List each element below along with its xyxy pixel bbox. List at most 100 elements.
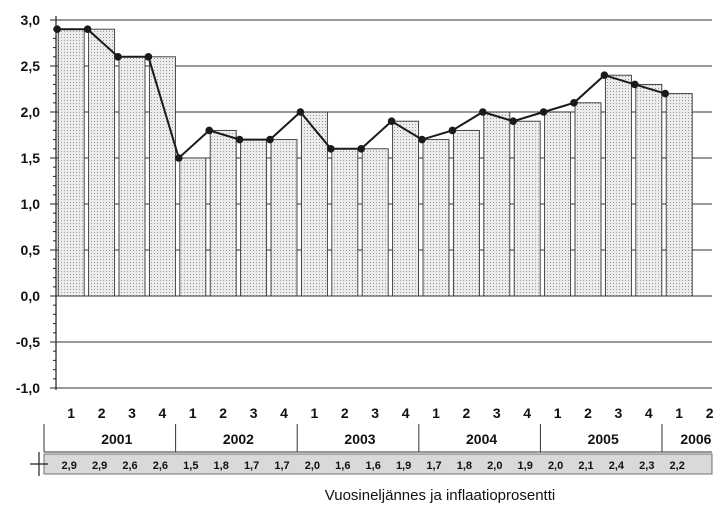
quarter-label: 3: [615, 405, 623, 421]
quarter-label: 3: [493, 405, 501, 421]
series-point: [570, 99, 578, 107]
quarter-label: 1: [67, 405, 75, 421]
value-label: 1,7: [244, 460, 259, 472]
series-point: [661, 89, 669, 98]
bar: [209, 129, 237, 297]
series-point: [357, 145, 366, 153]
value-label: 2,0: [487, 460, 502, 472]
series-point: [631, 80, 639, 89]
value-table: 2,9 2,9 2,6 2,6 1,5 1,8 1,7 1,7 2,0 1,6 1,6 1,9 1,7 1…: [30, 452, 713, 476]
series-point: [387, 117, 396, 125]
series-point: [235, 135, 244, 144]
series-point: [114, 53, 122, 61]
series-point: [266, 135, 274, 144]
series-point: [448, 126, 457, 135]
value-label: 2,6: [122, 460, 137, 472]
series-line: [57, 28, 666, 160]
quarter-label: 1: [189, 405, 197, 421]
bar: [544, 111, 572, 297]
value-label: 2,9: [92, 460, 107, 472]
bar: [665, 93, 693, 297]
quarter-label: 2: [463, 405, 471, 421]
y-tick-label: 0,0: [21, 288, 41, 304]
bar: [483, 111, 511, 297]
bar: [148, 56, 176, 297]
year-label: 2002: [223, 431, 254, 447]
quarter-label: 3: [371, 405, 379, 421]
y-tick-label: 2,0: [21, 104, 41, 120]
bar: [513, 120, 541, 297]
y-tick-label: -1,0: [16, 380, 40, 396]
quarter-label: 2: [98, 405, 106, 421]
value-label: 2,4: [609, 460, 625, 472]
value-label: 1,8: [457, 460, 472, 472]
y-tick-label: 0,5: [21, 242, 41, 258]
value-label: 2,6: [153, 460, 168, 472]
year-label: 2003: [344, 431, 375, 447]
series-point: [144, 53, 153, 61]
quarter-label: 1: [311, 405, 319, 421]
series-point: [327, 145, 335, 153]
quarter-label: 2: [584, 405, 592, 421]
bar: [118, 56, 146, 297]
series-point: [83, 25, 92, 33]
y-tick-label: -0,5: [16, 334, 40, 350]
quarter-label: 3: [128, 405, 136, 421]
x-axis: 1 2 3 4 1 2 3 4 1 2 3 4 1 2 3 4 1 2 3 4 1 2 2001 2002 2003 2004 20…: [43, 405, 714, 453]
value-label: 1,7: [426, 460, 441, 472]
quarter-label: 4: [645, 405, 653, 421]
value-label: 1,6: [335, 460, 350, 472]
bar: [179, 157, 207, 297]
value-label: 1,9: [396, 460, 411, 472]
bars: [57, 28, 693, 297]
year-label: 2001: [101, 431, 132, 447]
year-label: 2004: [466, 431, 497, 447]
value-label: 2,9: [62, 460, 77, 472]
quarter-label: 4: [523, 405, 531, 421]
series-point: [296, 108, 305, 116]
value-label: 2,1: [578, 460, 593, 472]
series-point: [539, 108, 548, 116]
quarter-label: 2: [219, 405, 227, 421]
bar: [574, 102, 602, 297]
value-label: 2,0: [305, 460, 320, 472]
series-point: [600, 71, 609, 79]
quarter-label: 4: [402, 405, 410, 421]
series-point: [509, 117, 517, 125]
quarter-label: 3: [250, 405, 258, 421]
value-label: 1,7: [274, 460, 289, 472]
value-label: 1,8: [214, 460, 229, 472]
bar: [88, 28, 116, 297]
bar: [452, 129, 480, 297]
bar: [604, 74, 632, 297]
y-axis: 3,0 2,5 2,0 1,5 1,0 0,5 0,0 -0,5 -1,0: [16, 12, 57, 396]
year-label: 2005: [588, 431, 619, 447]
bar: [300, 111, 328, 297]
quarter-label: 1: [432, 405, 440, 421]
y-tick-label: 3,0: [21, 12, 41, 28]
bar: [635, 83, 663, 297]
y-tick-label: 2,5: [21, 58, 41, 74]
value-label: 2,2: [670, 460, 685, 472]
value-label: 1,9: [518, 460, 533, 472]
bar: [361, 148, 389, 297]
bar: [57, 28, 85, 297]
bar: [331, 148, 359, 297]
bar: [392, 120, 420, 297]
series-point: [175, 154, 183, 162]
y-tick-label: 1,0: [21, 196, 41, 212]
value-label: 1,5: [183, 460, 198, 472]
x-axis-title: Vuosineljännes ja inflaatioprosentti: [325, 487, 555, 504]
line-series: [53, 25, 669, 162]
year-label: 2006: [680, 431, 711, 447]
series-point: [53, 25, 61, 33]
bar: [270, 139, 298, 297]
value-label: 2,3: [639, 460, 654, 472]
quarter-label: 2: [341, 405, 349, 421]
series-point: [479, 108, 487, 116]
quarter-label: 4: [159, 405, 167, 421]
quarter-label: 1: [675, 405, 683, 421]
bar: [422, 139, 450, 297]
series-point: [205, 126, 213, 135]
